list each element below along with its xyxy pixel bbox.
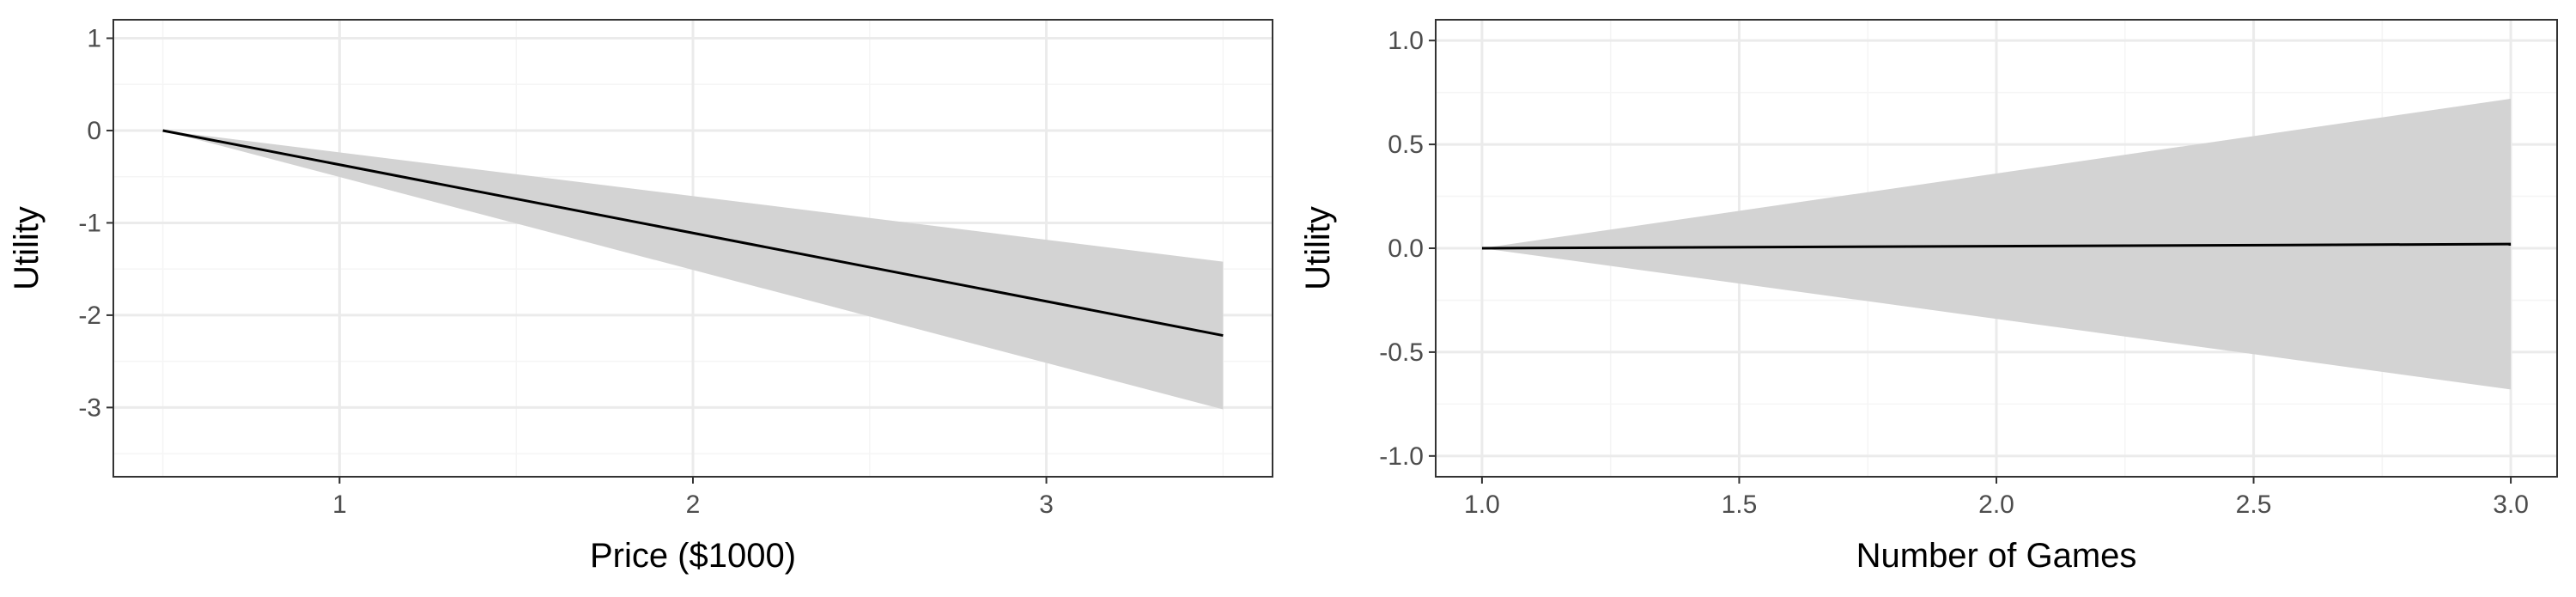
x-tick-label: 1 bbox=[332, 490, 347, 519]
y-tick-label: 0.0 bbox=[1388, 235, 1424, 263]
y-tick-label: -3 bbox=[78, 393, 101, 422]
y-tick-label: 1 bbox=[87, 24, 101, 52]
x-axis-title: Price ($1000) bbox=[590, 537, 796, 575]
x-tick-label: 2.0 bbox=[1978, 490, 2014, 519]
y-axis-title: Utility bbox=[8, 206, 46, 290]
y-tick-label: -1.0 bbox=[1379, 442, 1424, 471]
x-tick-label: 2.5 bbox=[2236, 490, 2272, 519]
y-tick-label: 1.0 bbox=[1388, 27, 1424, 55]
x-tick-label: 2 bbox=[686, 490, 701, 519]
y-tick-label: -1 bbox=[78, 209, 101, 237]
confidence-ribbon bbox=[162, 130, 1224, 410]
y-tick-label: -2 bbox=[78, 302, 101, 330]
x-tick-label: 1.0 bbox=[1464, 490, 1500, 519]
y-tick-label: 0 bbox=[87, 117, 101, 145]
x-tick-label: 1.5 bbox=[1722, 490, 1758, 519]
utility-line bbox=[162, 129, 1224, 338]
y-tick-label: 0.5 bbox=[1388, 131, 1424, 159]
y-axis-title: Utility bbox=[1299, 206, 1337, 290]
games-utility-panel: 1.0 1.5 2.0 2.5 3.0 -1.0 -0.5 0.0 0.5 1.0 Number o… bbox=[1299, 19, 2558, 575]
x-tick-label: 3.0 bbox=[2493, 490, 2529, 519]
x-axis-title: Number of Games bbox=[1856, 537, 2137, 575]
x-tick-label: 3 bbox=[1039, 490, 1054, 519]
confidence-ribbon bbox=[1481, 98, 2512, 390]
utility-line bbox=[1481, 242, 2512, 250]
price-utility-panel: 1 2 3 -3 -2 -1 0 1 Price ($1000) Utility bbox=[8, 19, 1273, 575]
y-tick-label: -0.5 bbox=[1379, 338, 1424, 367]
